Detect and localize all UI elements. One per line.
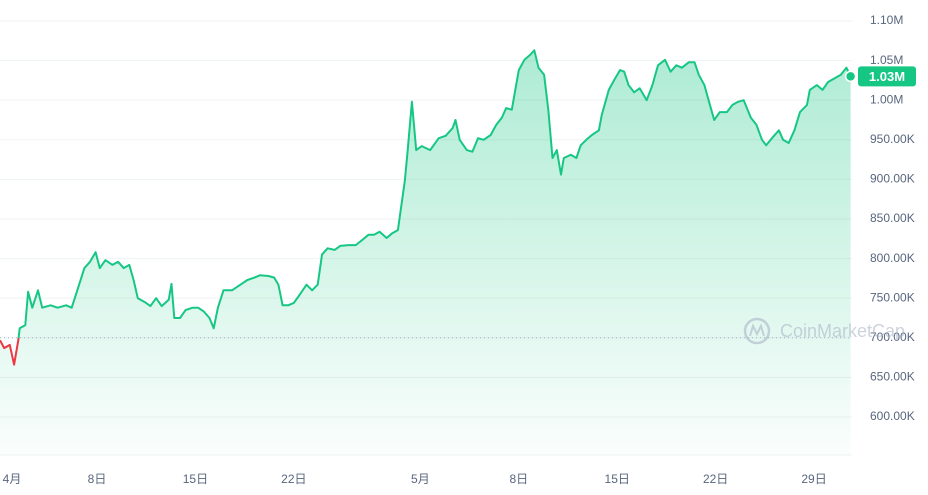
y-tick-label: 700.00K bbox=[870, 330, 915, 344]
y-tick-label: 800.00K bbox=[870, 251, 915, 265]
x-tick-label: 4月 bbox=[3, 472, 22, 486]
y-tick-label: 1.00M bbox=[870, 92, 903, 106]
price-line bbox=[0, 49, 852, 366]
price-tag-label: 1.03M bbox=[869, 69, 905, 84]
x-tick-label: 22日 bbox=[281, 472, 306, 486]
x-tick-label: 15日 bbox=[605, 472, 630, 486]
x-tick-label: 5月 bbox=[411, 472, 430, 486]
x-tick-label: 22日 bbox=[703, 472, 728, 486]
y-tick-label: 1.05M bbox=[870, 53, 903, 67]
area bbox=[0, 50, 851, 456]
watermark-text: CoinMarketCap bbox=[780, 321, 905, 341]
last-point bbox=[844, 70, 857, 83]
x-tick-label: 29日 bbox=[801, 472, 826, 486]
y-tick-label: 600.00K bbox=[870, 409, 915, 423]
x-tick-label: 8日 bbox=[509, 472, 528, 486]
price-tag bbox=[858, 66, 916, 87]
y-tick-label: 1.10M bbox=[870, 13, 903, 27]
y-tick-label: 750.00K bbox=[870, 290, 915, 304]
x-tick-label: 15日 bbox=[183, 472, 208, 486]
y-tick-label: 900.00K bbox=[870, 172, 915, 186]
x-tick-label: 8日 bbox=[88, 472, 107, 486]
y-tick-label: 950.00K bbox=[870, 132, 915, 146]
y-tick-label: 850.00K bbox=[870, 211, 915, 225]
y-tick-label: 650.00K bbox=[870, 370, 915, 384]
watermark: CoinMarketCap bbox=[743, 317, 905, 345]
